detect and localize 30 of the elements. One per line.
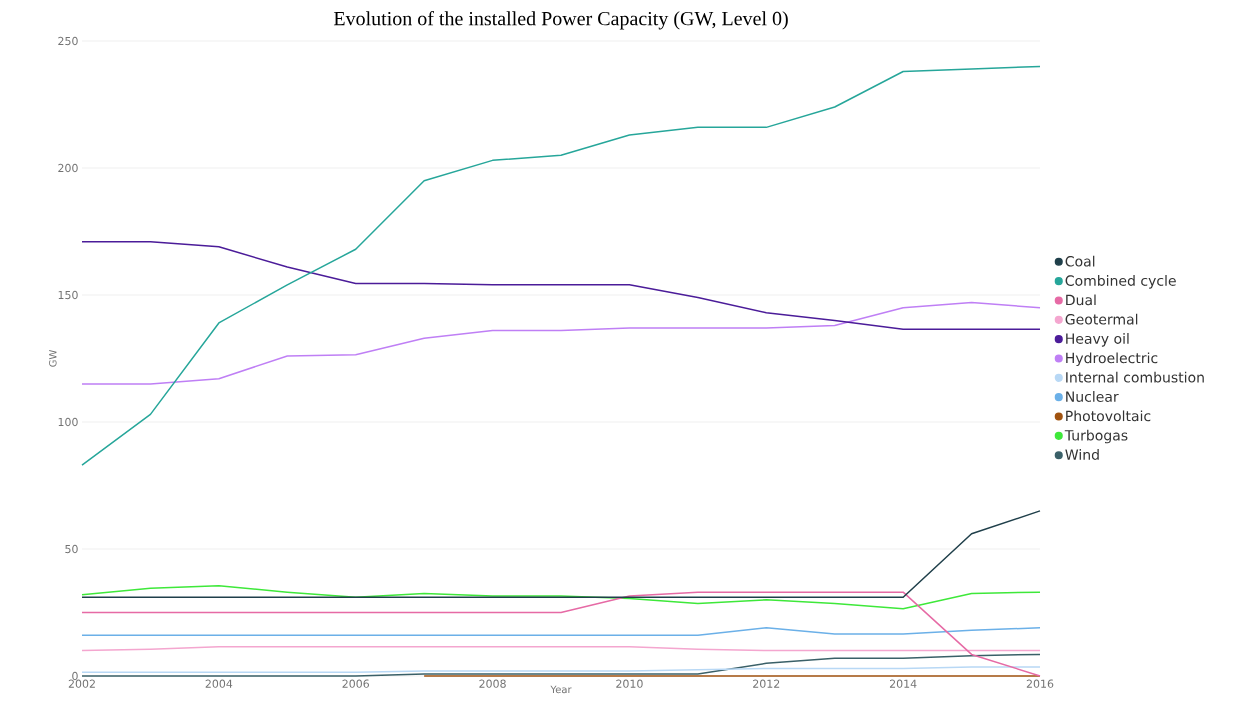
legend-label: Wind — [1065, 449, 1099, 460]
legend-label: Coal — [1065, 255, 1095, 267]
legend-label: Combined cycle — [1065, 275, 1176, 289]
y-tick-label: 50 — [65, 544, 78, 554]
legend-label: Heavy oil — [1066, 333, 1129, 347]
x-tick-label: 2008 — [479, 679, 506, 688]
x-tick-label: 2010 — [616, 679, 643, 688]
legend-label: Photovoltaic — [1066, 410, 1151, 422]
legend-label: Turbogas — [1064, 429, 1128, 444]
chart-title: Evolution of the installed Power Capacity (GW, Level 0) — [333, 11, 788, 30]
line-series — [81, 585, 1041, 610]
x-tick-label: 2016 — [1026, 679, 1054, 688]
y-tick-label: 150 — [58, 290, 78, 300]
x-tick-label: 2002 — [68, 679, 95, 688]
y-axis-title: GW — [49, 350, 57, 367]
x-tick-label: 2006 — [342, 679, 370, 688]
legend-label: Geotermal — [1065, 313, 1138, 325]
x-axis-title: Year — [550, 685, 572, 694]
line-series — [81, 65, 1041, 466]
legend-label: Hydroelectric — [1066, 352, 1158, 366]
y-tick-label: 0 — [72, 671, 78, 681]
x-tick-label: 2014 — [889, 679, 917, 688]
legend-label: Nuclear — [1066, 391, 1119, 402]
y-tick-label: 200 — [58, 163, 78, 173]
legend-label: Internal combustion — [1066, 371, 1204, 383]
y-tick-label: 100 — [58, 417, 78, 427]
legend-label: Dual — [1066, 294, 1096, 306]
x-tick-label: 2004 — [205, 679, 233, 688]
x-tick-label: 2012 — [753, 679, 780, 688]
y-tick-label: 250 — [58, 36, 78, 46]
